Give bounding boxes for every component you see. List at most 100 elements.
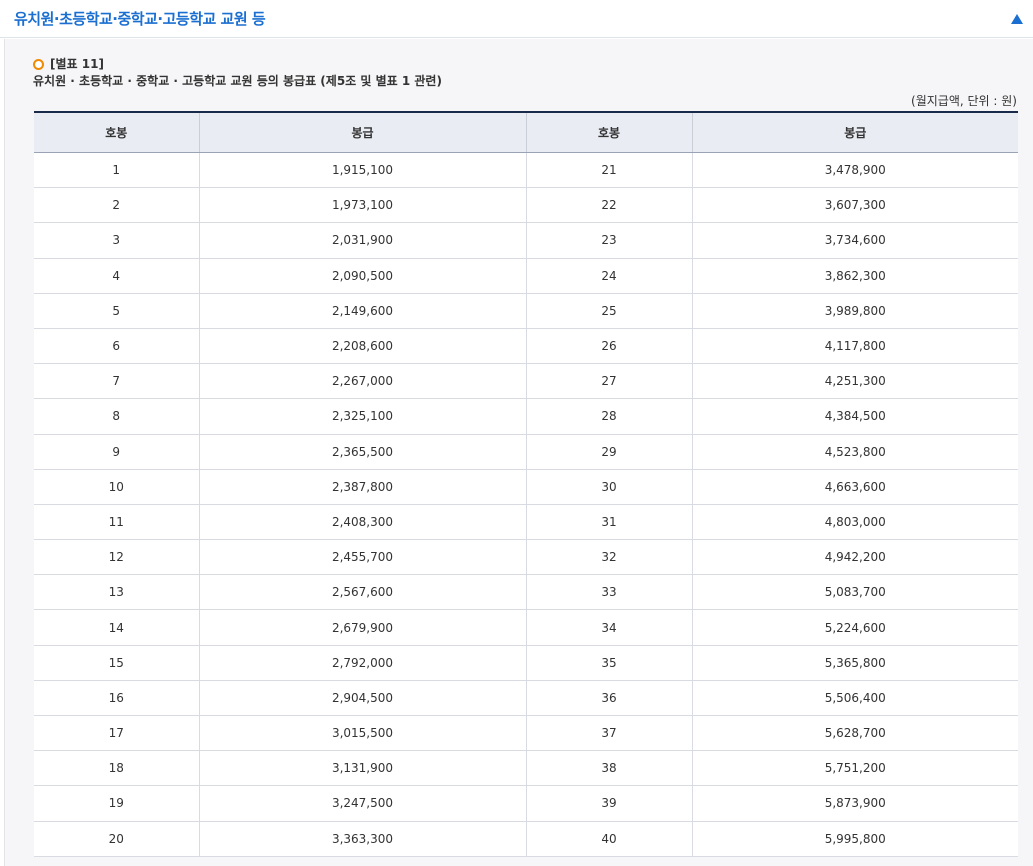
step-cell: 35 — [525, 645, 692, 681]
table-row: 15 2,792,000 35 5,365,800 — [34, 645, 1018, 681]
step-cell: 11 — [34, 504, 199, 541]
salary-cell: 3,131,900 — [198, 750, 526, 787]
step-cell: 25 — [525, 293, 692, 329]
salary-cell: 5,995,800 — [691, 821, 1018, 857]
step-cell: 21 — [525, 152, 692, 189]
step-cell: 34 — [525, 609, 692, 646]
circle-bullet-icon — [33, 59, 44, 70]
table-row: 16 2,904,500 36 5,506,400 — [34, 680, 1018, 717]
section-header[interactable]: 유치원·초등학교·중학교·고등학교 교원 등 — [0, 0, 1033, 38]
step-cell: 28 — [525, 398, 692, 435]
step-cell: 12 — [34, 539, 199, 576]
salary-cell: 2,567,600 — [198, 574, 526, 611]
annex-label: [별표 11] — [50, 57, 104, 71]
salary-cell: 3,478,900 — [691, 152, 1018, 189]
step-cell: 33 — [525, 574, 692, 611]
table-row: 11 2,408,300 31 4,803,000 — [34, 504, 1018, 541]
content-panel: [별표 11] 유치원 · 초등학교 · 중학교 · 고등학교 교원 등의 봉급… — [4, 39, 1033, 866]
salary-cell: 4,251,300 — [691, 363, 1018, 400]
salary-cell: 2,408,300 — [198, 504, 526, 541]
step-cell: 15 — [34, 645, 199, 681]
table-row: 4 2,090,500 24 3,862,300 — [34, 258, 1018, 294]
step-cell: 9 — [34, 434, 199, 470]
header-step-left: 호봉 — [34, 111, 199, 153]
table-title: 유치원 · 초등학교 · 중학교 · 고등학교 교원 등의 봉급표 (제5조 및… — [33, 74, 442, 88]
section-title[interactable]: 유치원·초등학교·중학교·고등학교 교원 등 — [14, 10, 266, 28]
table-row: 14 2,679,900 34 5,224,600 — [34, 609, 1018, 646]
table-body: 1 1,915,100 21 3,478,900 2 1,973,100 22 3,607,3… — [34, 152, 1018, 857]
salary-cell: 2,792,000 — [198, 645, 526, 681]
header-salary-left: 봉급 — [198, 111, 526, 153]
table-caption: [별표 11] 유치원 · 초등학교 · 중학교 · 고등학교 교원 등의 봉급… — [33, 56, 442, 90]
step-cell: 32 — [525, 539, 692, 576]
salary-cell: 4,663,600 — [691, 469, 1018, 505]
salary-cell: 4,803,000 — [691, 504, 1018, 541]
salary-cell: 5,751,200 — [691, 750, 1018, 787]
step-cell: 22 — [525, 187, 692, 224]
table-row: 18 3,131,900 38 5,751,200 — [34, 750, 1018, 787]
salary-cell: 3,363,300 — [198, 821, 526, 857]
salary-cell: 3,989,800 — [691, 293, 1018, 329]
salary-cell: 2,090,500 — [198, 258, 526, 294]
step-cell: 8 — [34, 398, 199, 435]
salary-cell: 5,365,800 — [691, 645, 1018, 681]
salary-cell: 3,734,600 — [691, 222, 1018, 259]
salary-cell: 5,628,700 — [691, 715, 1018, 752]
step-cell: 7 — [34, 363, 199, 400]
salary-table: 호봉 봉급 호봉 봉급 1 1,915,100 21 3,478,900 2 1,973,… — [34, 111, 1018, 857]
salary-cell: 2,455,700 — [198, 539, 526, 576]
step-cell: 31 — [525, 504, 692, 541]
step-cell: 14 — [34, 609, 199, 646]
salary-cell: 4,523,800 — [691, 434, 1018, 470]
salary-cell: 2,031,900 — [198, 222, 526, 259]
step-cell: 19 — [34, 785, 199, 822]
table-row: 9 2,365,500 29 4,523,800 — [34, 434, 1018, 470]
step-cell: 20 — [34, 821, 199, 857]
salary-cell: 2,267,000 — [198, 363, 526, 400]
table-row: 1 1,915,100 21 3,478,900 — [34, 152, 1018, 189]
step-cell: 16 — [34, 680, 199, 717]
salary-cell: 5,873,900 — [691, 785, 1018, 822]
salary-cell: 2,365,500 — [198, 434, 526, 470]
step-cell: 13 — [34, 574, 199, 611]
table-header-row: 호봉 봉급 호봉 봉급 — [34, 111, 1018, 153]
table-row: 10 2,387,800 30 4,663,600 — [34, 469, 1018, 505]
step-cell: 1 — [34, 152, 199, 189]
step-cell: 10 — [34, 469, 199, 505]
step-cell: 5 — [34, 293, 199, 329]
salary-cell: 4,117,800 — [691, 328, 1018, 365]
step-cell: 17 — [34, 715, 199, 752]
triangle-up-icon[interactable] — [1011, 13, 1023, 24]
salary-cell: 2,208,600 — [198, 328, 526, 365]
table-row: 12 2,455,700 32 4,942,200 — [34, 539, 1018, 576]
header-step-right: 호봉 — [525, 111, 692, 153]
salary-cell: 3,015,500 — [198, 715, 526, 752]
table-row: 3 2,031,900 23 3,734,600 — [34, 222, 1018, 259]
step-cell: 23 — [525, 222, 692, 259]
salary-cell: 2,387,800 — [198, 469, 526, 505]
step-cell: 30 — [525, 469, 692, 505]
salary-cell: 5,083,700 — [691, 574, 1018, 611]
step-cell: 6 — [34, 328, 199, 365]
table-row: 19 3,247,500 39 5,873,900 — [34, 785, 1018, 822]
step-cell: 29 — [525, 434, 692, 470]
table-row: 6 2,208,600 26 4,117,800 — [34, 328, 1018, 365]
header-salary-right: 봉급 — [691, 111, 1018, 153]
step-cell: 3 — [34, 222, 199, 259]
table-row: 8 2,325,100 28 4,384,500 — [34, 398, 1018, 435]
salary-cell: 5,506,400 — [691, 680, 1018, 717]
table-row: 13 2,567,600 33 5,083,700 — [34, 574, 1018, 611]
salary-cell: 2,149,600 — [198, 293, 526, 329]
unit-note: (월지급액, 단위 : 원) — [911, 94, 1017, 108]
salary-cell: 5,224,600 — [691, 609, 1018, 646]
salary-cell: 4,942,200 — [691, 539, 1018, 576]
salary-cell: 1,973,100 — [198, 187, 526, 224]
step-cell: 24 — [525, 258, 692, 294]
step-cell: 38 — [525, 750, 692, 787]
step-cell: 26 — [525, 328, 692, 365]
step-cell: 36 — [525, 680, 692, 717]
salary-cell: 2,679,900 — [198, 609, 526, 646]
step-cell: 2 — [34, 187, 199, 224]
salary-cell: 2,904,500 — [198, 680, 526, 717]
table-row: 7 2,267,000 27 4,251,300 — [34, 363, 1018, 400]
